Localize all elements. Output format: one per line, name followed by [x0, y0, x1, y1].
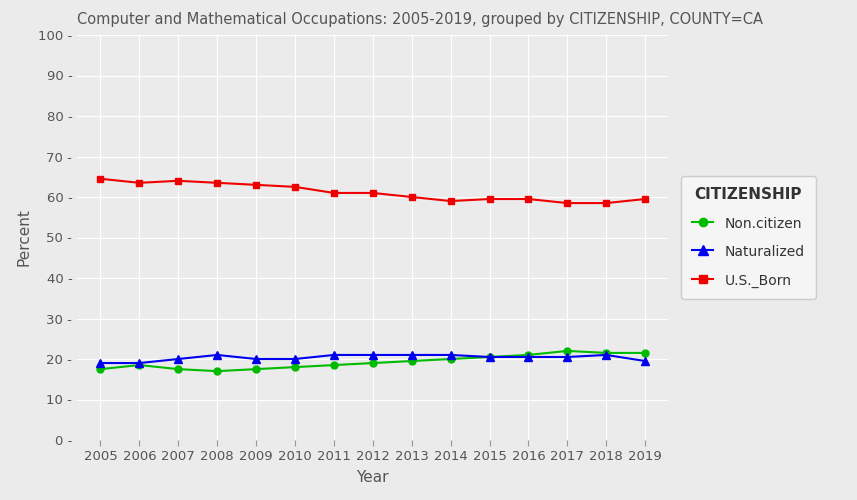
- Naturalized: [406, 352, 417, 358]
- U.S._Born: [406, 194, 417, 200]
- Naturalized: [135, 360, 145, 366]
- Naturalized: [95, 360, 105, 366]
- Non.citizen: [135, 362, 145, 368]
- Text: Computer and Mathematical Occupations: 2005-2019, grouped by CITIZENSHIP, COUNTY: Computer and Mathematical Occupations: 2…: [77, 12, 763, 27]
- Naturalized: [640, 358, 650, 364]
- Line: U.S._Born: U.S._Born: [97, 176, 649, 206]
- Non.citizen: [446, 356, 456, 362]
- U.S._Born: [368, 190, 378, 196]
- Non.citizen: [601, 350, 611, 356]
- U.S._Born: [212, 180, 222, 186]
- Non.citizen: [251, 366, 261, 372]
- Line: Non.citizen: Non.citizen: [97, 348, 649, 374]
- U.S._Born: [562, 200, 572, 206]
- Non.citizen: [173, 366, 183, 372]
- Non.citizen: [290, 364, 300, 370]
- Naturalized: [368, 352, 378, 358]
- U.S._Born: [329, 190, 339, 196]
- Naturalized: [173, 356, 183, 362]
- Naturalized: [251, 356, 261, 362]
- Naturalized: [329, 352, 339, 358]
- Naturalized: [601, 352, 611, 358]
- Non.citizen: [484, 354, 494, 360]
- Naturalized: [524, 354, 534, 360]
- U.S._Born: [484, 196, 494, 202]
- U.S._Born: [173, 178, 183, 184]
- Non.citizen: [368, 360, 378, 366]
- U.S._Born: [135, 180, 145, 186]
- Legend: Non.citizen, Naturalized, U.S._Born: Non.citizen, Naturalized, U.S._Born: [681, 176, 816, 299]
- Non.citizen: [524, 352, 534, 358]
- Line: Naturalized: Naturalized: [96, 351, 650, 367]
- U.S._Born: [251, 182, 261, 188]
- U.S._Born: [446, 198, 456, 204]
- Non.citizen: [640, 350, 650, 356]
- Naturalized: [290, 356, 300, 362]
- U.S._Born: [601, 200, 611, 206]
- Non.citizen: [95, 366, 105, 372]
- Naturalized: [484, 354, 494, 360]
- Non.citizen: [562, 348, 572, 354]
- Naturalized: [446, 352, 456, 358]
- U.S._Born: [640, 196, 650, 202]
- Naturalized: [212, 352, 222, 358]
- Non.citizen: [406, 358, 417, 364]
- U.S._Born: [95, 176, 105, 182]
- X-axis label: Year: Year: [357, 470, 389, 486]
- Non.citizen: [329, 362, 339, 368]
- Naturalized: [562, 354, 572, 360]
- Non.citizen: [212, 368, 222, 374]
- U.S._Born: [290, 184, 300, 190]
- Y-axis label: Percent: Percent: [16, 208, 31, 266]
- U.S._Born: [524, 196, 534, 202]
